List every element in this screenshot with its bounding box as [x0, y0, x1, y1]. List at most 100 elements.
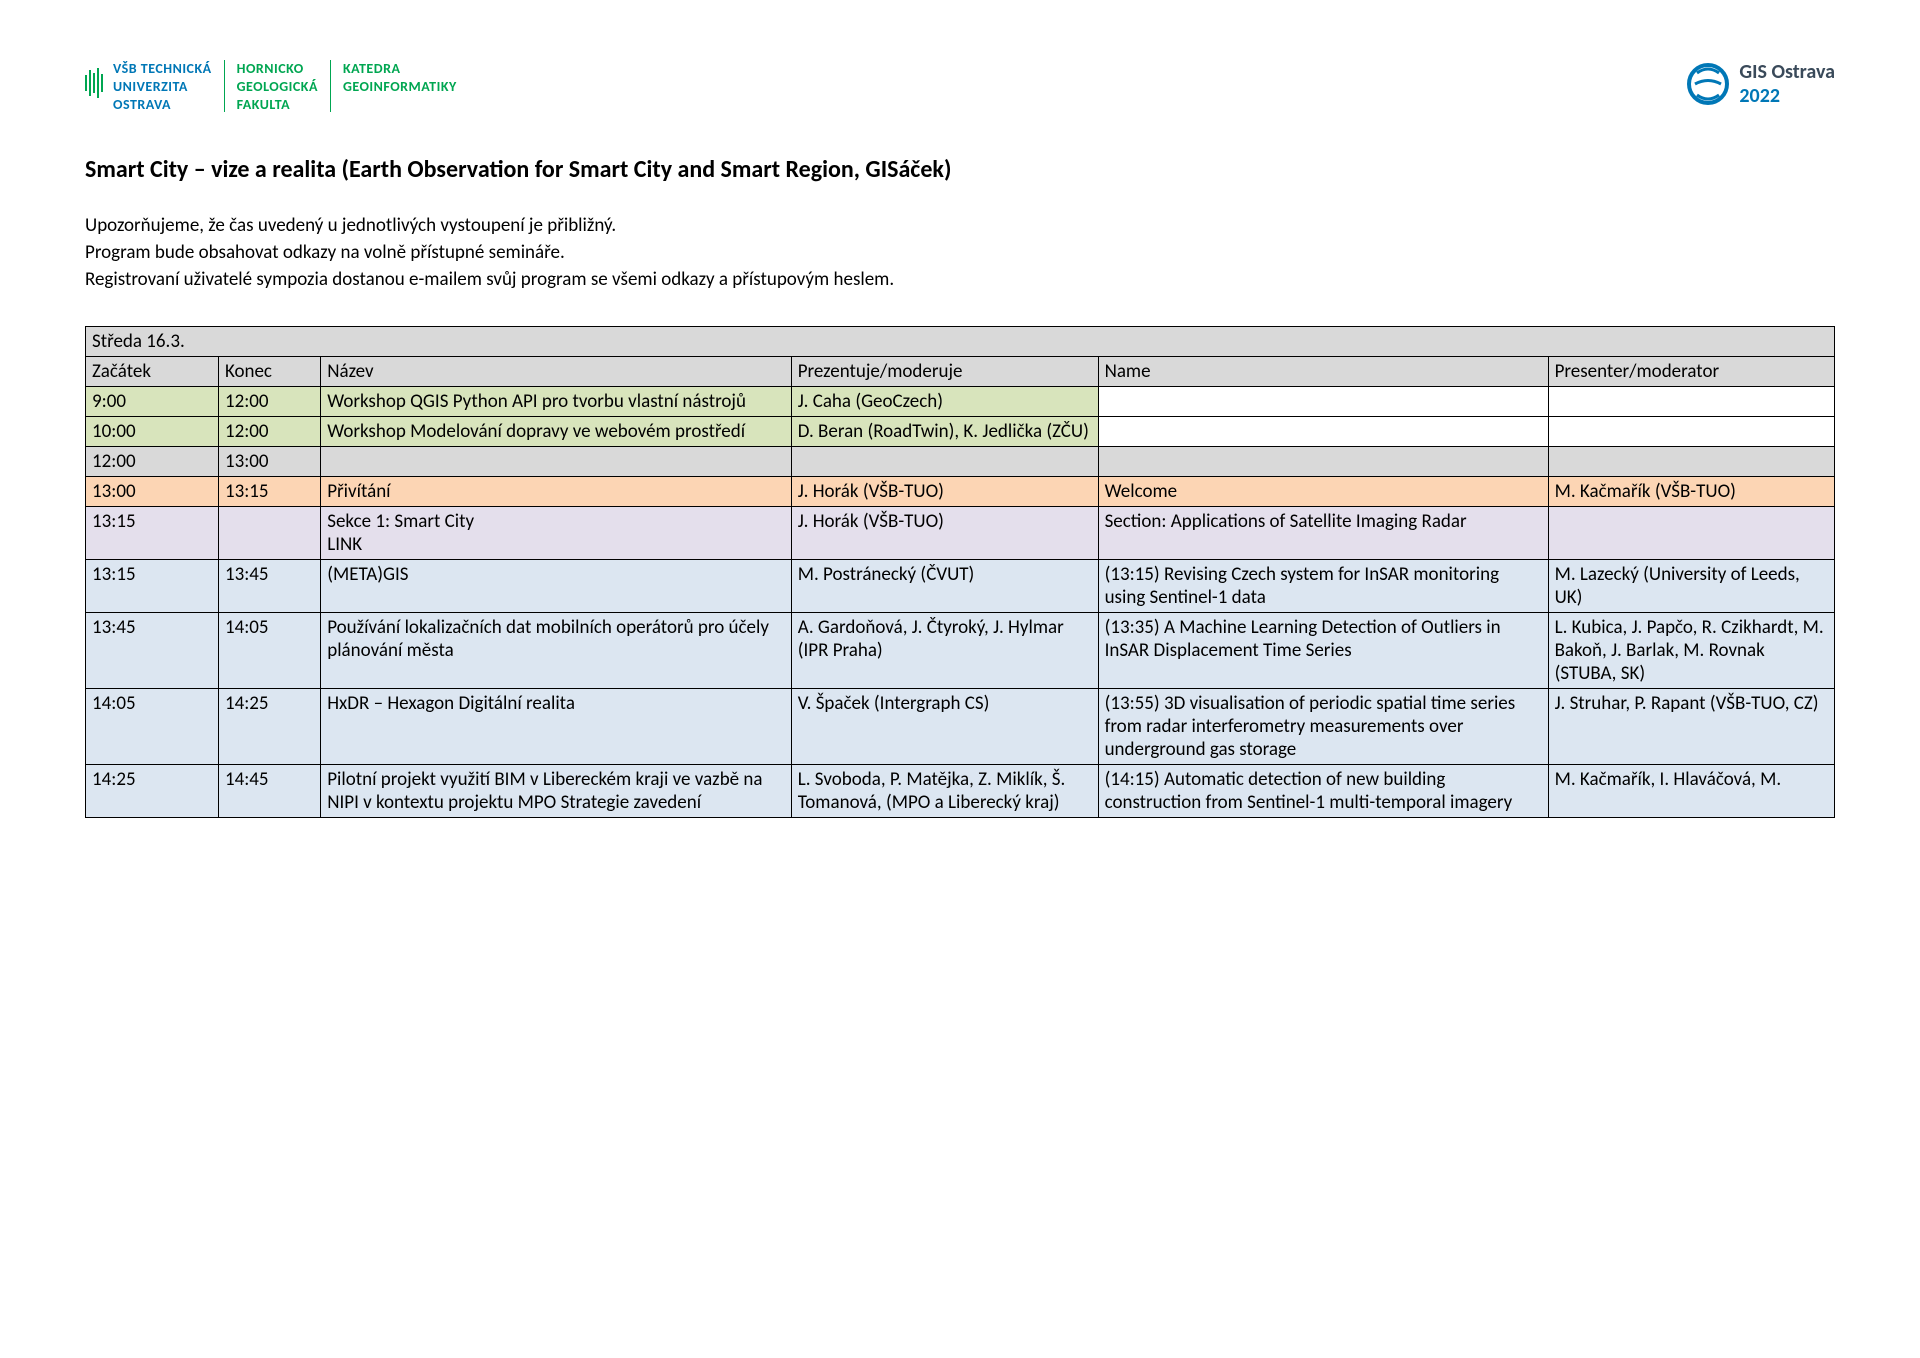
logo-right-line2: 2022 [1739, 84, 1835, 108]
table-cell: M. Kačmařík (VŠB-TUO) [1548, 476, 1834, 506]
table-cell: Workshop QGIS Python API pro tvorbu vlas… [321, 386, 792, 416]
table-cell: 12:00 [218, 386, 320, 416]
table-cell: M. Lazecký (University of Leeds, UK) [1548, 559, 1834, 612]
table-cell: Sekce 1: Smart CityLINK [321, 506, 792, 559]
col-header: Konec [218, 356, 320, 386]
table-cell: 13:15 [218, 476, 320, 506]
table-cell: 14:25 [218, 688, 320, 764]
schedule-table: Středa 16.3. Začátek Konec Název Prezent… [85, 326, 1835, 818]
table-header-row: Začátek Konec Název Prezentuje/moderuje … [86, 356, 1835, 386]
table-date-cell: Středa 16.3. [86, 326, 1835, 356]
table-cell: 14:45 [218, 764, 320, 817]
logo-text: HORNICKO [237, 60, 318, 78]
table-cell: 13:00 [218, 446, 320, 476]
logo-bars-icon [85, 60, 103, 98]
intro-line: Program bude obsahovat odkazy na volně p… [85, 241, 1835, 264]
table-row: 10:0012:00Workshop Modelování dopravy ve… [86, 416, 1835, 446]
table-cell: D. Beran (RoadTwin), K. Jedlička (ZČU) [791, 416, 1098, 446]
table-cell [1098, 446, 1548, 476]
table-cell: V. Špaček (Intergraph CS) [791, 688, 1098, 764]
table-cell: M. Postránecký (ČVUT) [791, 559, 1098, 612]
table-row: 14:2514:45Pilotní projekt využití BIM v … [86, 764, 1835, 817]
table-cell: 9:00 [86, 386, 219, 416]
table-cell: 14:05 [218, 612, 320, 688]
table-cell: L. Svoboda, P. Matějka, Z. Miklík, Š. To… [791, 764, 1098, 817]
table-cell: 13:00 [86, 476, 219, 506]
logo-separator [224, 60, 225, 112]
table-cell [791, 446, 1098, 476]
table-cell: (META)GIS [321, 559, 792, 612]
col-header: Začátek [86, 356, 219, 386]
table-cell: J. Struhar, P. Rapant (VŠB-TUO, CZ) [1548, 688, 1834, 764]
logo-right: GIS Ostrava 2022 [1687, 60, 1835, 108]
globe-icon [1687, 63, 1729, 105]
table-cell: J. Caha (GeoCzech) [791, 386, 1098, 416]
intro-text: Upozorňujeme, že čas uvedený u jednotliv… [85, 214, 1835, 291]
table-cell: Pilotní projekt využití BIM v Libereckém… [321, 764, 792, 817]
table-cell: 12:00 [218, 416, 320, 446]
table-cell [1548, 386, 1834, 416]
table-cell: 14:25 [86, 764, 219, 817]
logo-col-2: HORNICKO GEOLOGICKÁ FAKULTA [237, 60, 318, 115]
logo-col-3: KATEDRA GEOINFORMATIKY [343, 60, 457, 115]
table-cell: Welcome [1098, 476, 1548, 506]
table-cell: 10:00 [86, 416, 219, 446]
table-cell: J. Horák (VŠB-TUO) [791, 476, 1098, 506]
logo-text: VŠB TECHNICKÁ [113, 60, 212, 78]
logo-right-text: GIS Ostrava 2022 [1739, 60, 1835, 108]
table-cell: M. Kačmařík, I. Hlaváčová, M. [1548, 764, 1834, 817]
col-header: Name [1098, 356, 1548, 386]
table-cell [1098, 386, 1548, 416]
table-row: 9:0012:00Workshop QGIS Python API pro tv… [86, 386, 1835, 416]
col-header: Prezentuje/moderuje [791, 356, 1098, 386]
table-cell [1548, 506, 1834, 559]
logo-right-line1: GIS Ostrava [1739, 60, 1835, 84]
table-row: 14:0514:25HxDR – Hexagon Digitální reali… [86, 688, 1835, 764]
table-cell: L. Kubica, J. Papčo, R. Czikhardt, M. Ba… [1548, 612, 1834, 688]
col-header: Presenter/moderator [1548, 356, 1834, 386]
logo-text-group: VŠB TECHNICKÁ UNIVERZITA OSTRAVA HORNICK… [113, 60, 457, 115]
table-row: 13:1513:45(META)GISM. Postránecký (ČVUT)… [86, 559, 1835, 612]
intro-line: Upozorňujeme, že čas uvedený u jednotliv… [85, 214, 1835, 237]
table-cell [1098, 416, 1548, 446]
table-cell: (14:15) Automatic detection of new build… [1098, 764, 1548, 817]
table-cell [1548, 416, 1834, 446]
page-title: Smart City – vize a realita (Earth Obser… [85, 155, 1835, 184]
table-row: 13:4514:05Používání lokalizačních dat mo… [86, 612, 1835, 688]
table-cell: 12:00 [86, 446, 219, 476]
table-cell [321, 446, 792, 476]
table-row: 13:15 Sekce 1: Smart CityLINKJ. Horák (VŠ… [86, 506, 1835, 559]
table-cell [218, 506, 320, 559]
table-cell: 13:45 [218, 559, 320, 612]
table-cell: J. Horák (VŠB-TUO) [791, 506, 1098, 559]
logo-text: FAKULTA [237, 96, 318, 114]
logo-separator [330, 60, 331, 112]
table-cell: 13:45 [86, 612, 219, 688]
table-cell: (13:15) Revising Czech system for InSAR … [1098, 559, 1548, 612]
table-row: 12:0013:00 [86, 446, 1835, 476]
logo-text: OSTRAVA [113, 96, 212, 114]
table-row: 13:0013:15PřivítáníJ. Horák (VŠB-TUO)Wel… [86, 476, 1835, 506]
page-header: VŠB TECHNICKÁ UNIVERZITA OSTRAVA HORNICK… [85, 60, 1835, 115]
table-cell: 14:05 [86, 688, 219, 764]
logo-text: GEOINFORMATIKY [343, 78, 457, 96]
table-cell: (13:55) 3D visualisation of periodic spa… [1098, 688, 1548, 764]
table-cell: HxDR – Hexagon Digitální realita [321, 688, 792, 764]
table-date-row: Středa 16.3. [86, 326, 1835, 356]
logo-col-1: VŠB TECHNICKÁ UNIVERZITA OSTRAVA [113, 60, 212, 115]
table-cell: Section: Applications of Satellite Imagi… [1098, 506, 1548, 559]
logo-text: UNIVERZITA [113, 78, 212, 96]
col-header: Název [321, 356, 792, 386]
table-cell: (13:35) A Machine Learning Detection of … [1098, 612, 1548, 688]
table-cell: 13:15 [86, 559, 219, 612]
intro-line: Registrovaní uživatelé sympozia dostanou… [85, 268, 1835, 291]
table-cell: Workshop Modelování dopravy ve webovém p… [321, 416, 792, 446]
table-cell: 13:15 [86, 506, 219, 559]
logo-text: GEOLOGICKÁ [237, 78, 318, 96]
table-cell: A. Gardoňová, J. Čtyroký, J. Hylmar (IPR… [791, 612, 1098, 688]
logo-text: KATEDRA [343, 60, 457, 78]
logo-left: VŠB TECHNICKÁ UNIVERZITA OSTRAVA HORNICK… [85, 60, 457, 115]
table-cell: Používání lokalizačních dat mobilních op… [321, 612, 792, 688]
table-cell: Přivítání [321, 476, 792, 506]
table-cell [1548, 446, 1834, 476]
